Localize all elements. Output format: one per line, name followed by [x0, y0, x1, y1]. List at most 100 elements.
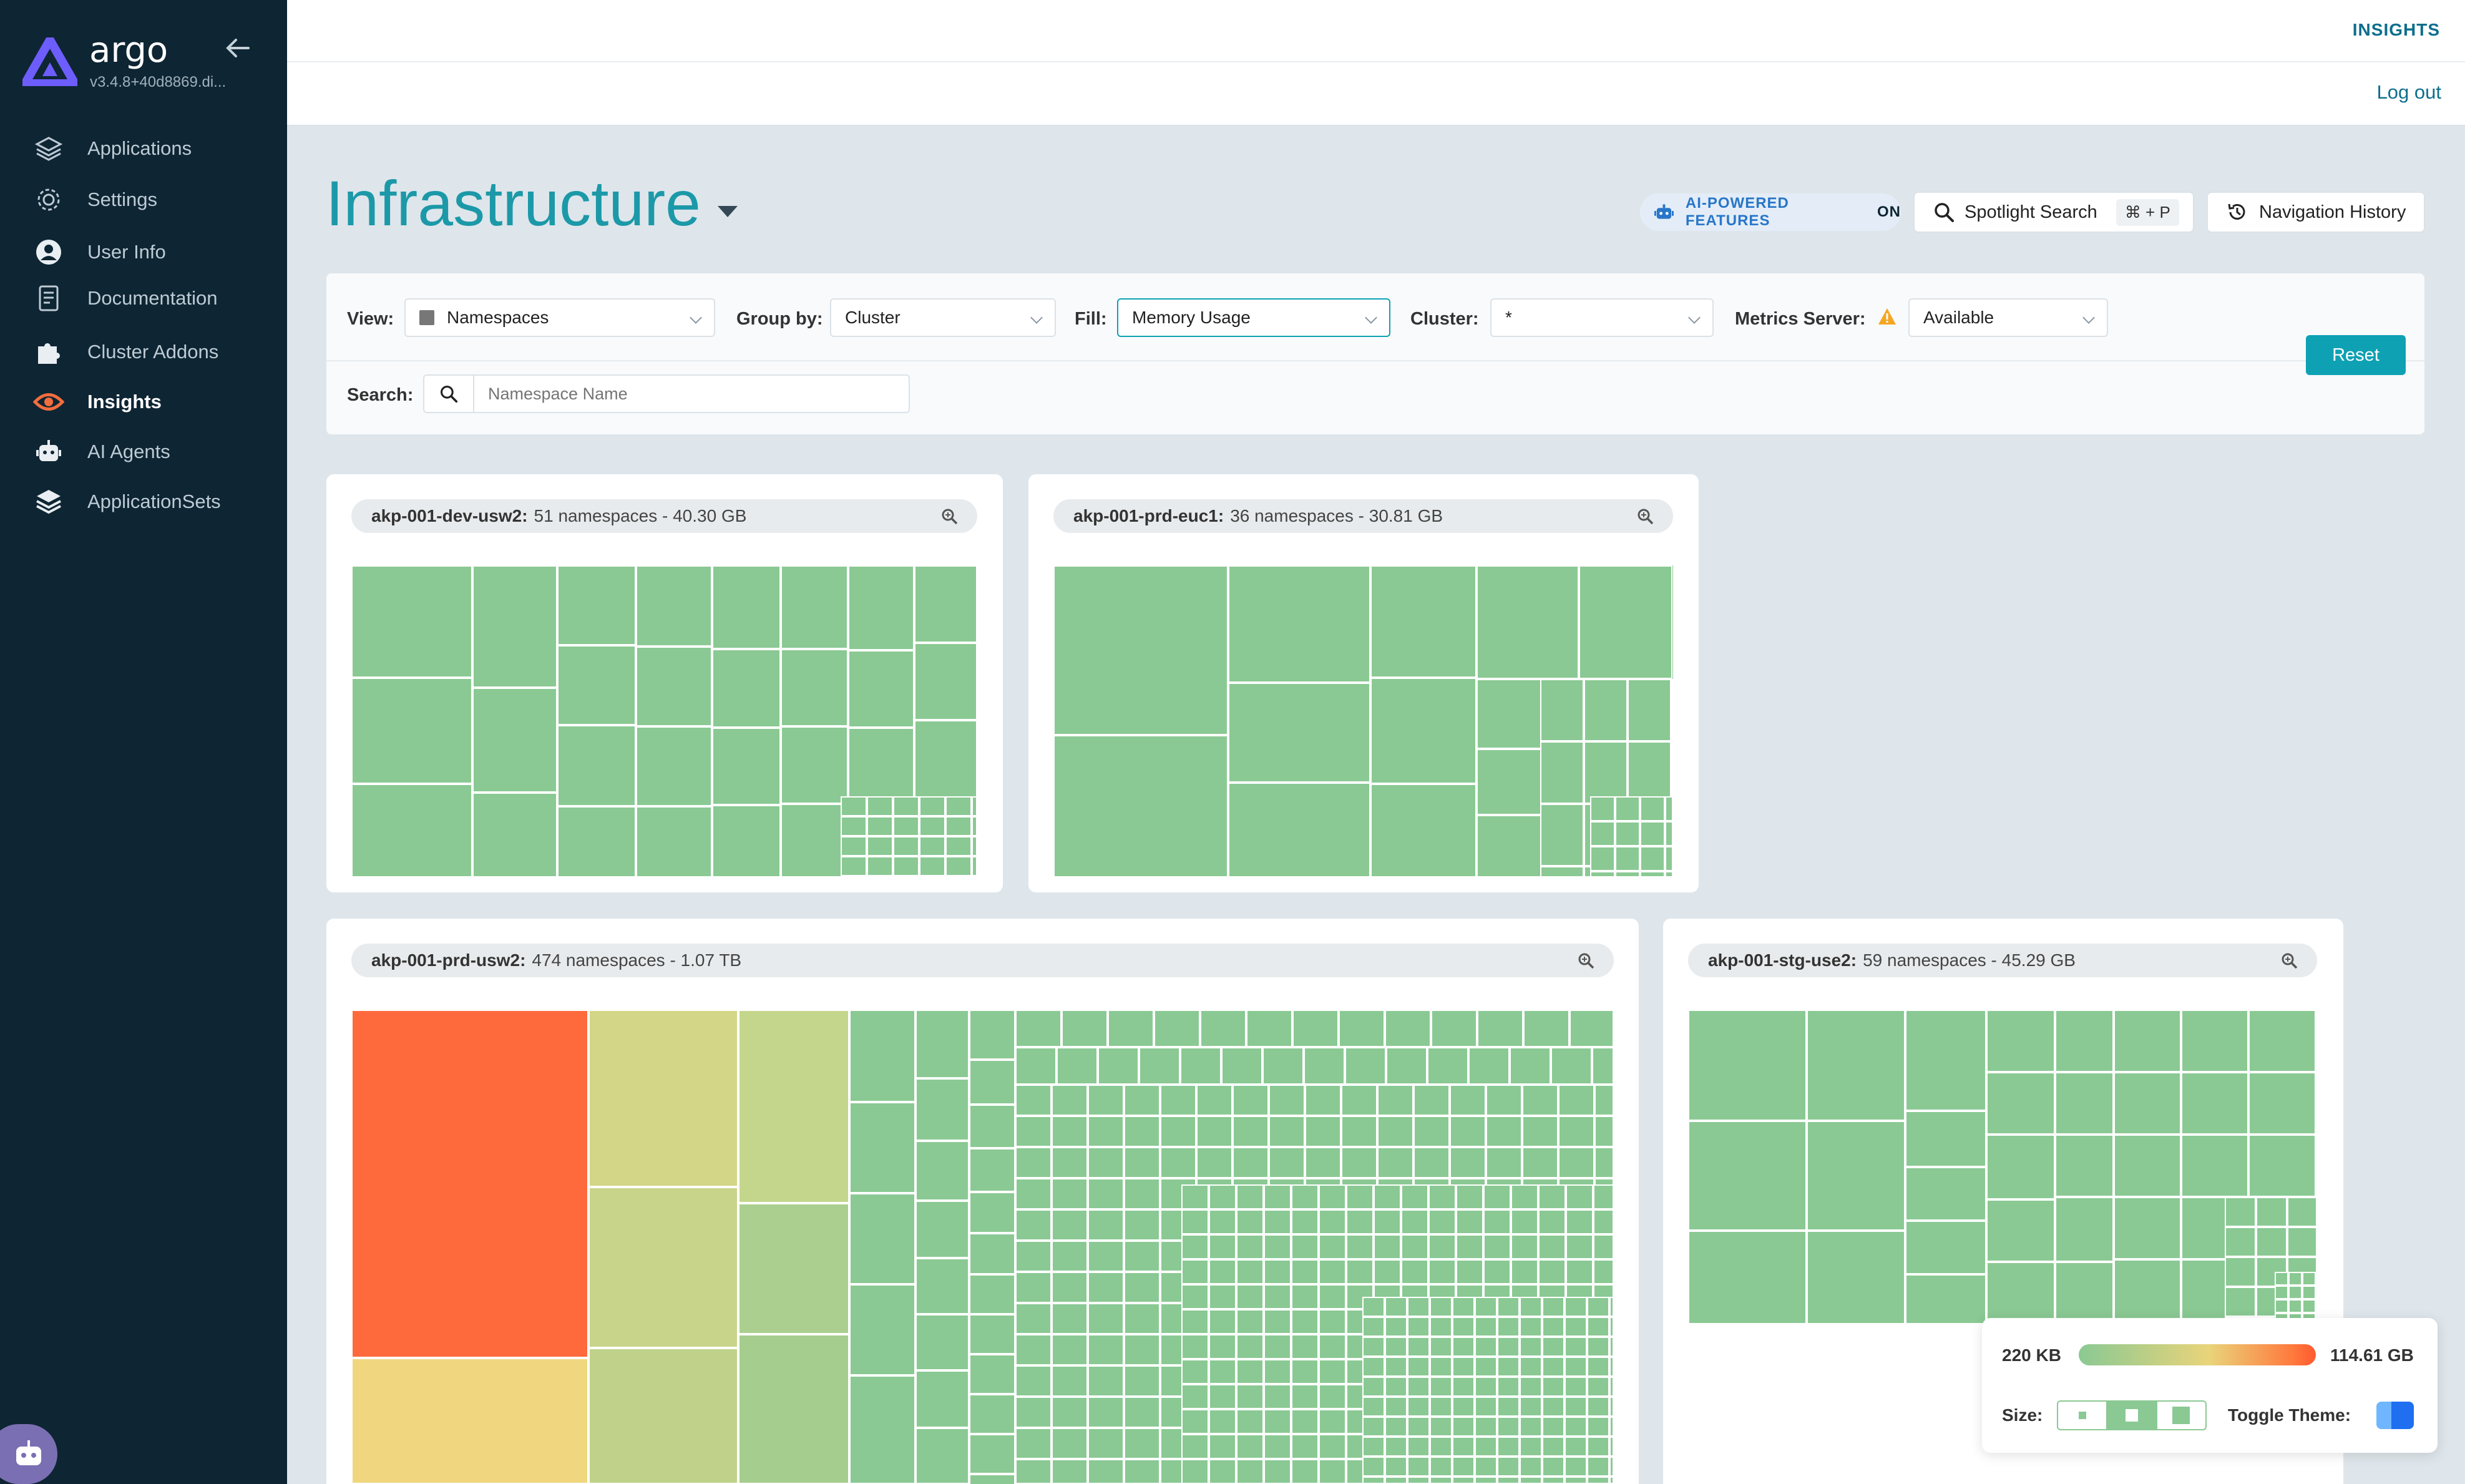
namespace-tile[interactable]: [351, 784, 472, 877]
namespace-tile[interactable]: [1542, 1317, 1564, 1337]
namespace-tile[interactable]: [1228, 683, 1370, 783]
namespace-tile[interactable]: [1430, 1417, 1452, 1437]
cluster-select[interactable]: *: [1490, 298, 1714, 337]
namespace-tile[interactable]: [1305, 1085, 1341, 1116]
sidebar-item-documentation[interactable]: Documentation: [32, 280, 218, 317]
namespace-tile[interactable]: [781, 804, 848, 877]
namespace-tile[interactable]: [1407, 1417, 1430, 1437]
namespace-tile[interactable]: [1590, 846, 1615, 871]
namespace-tile[interactable]: [945, 836, 972, 856]
namespace-tile[interactable]: [1520, 1377, 1542, 1397]
namespace-tile[interactable]: [1590, 796, 1615, 821]
namespace-tile[interactable]: [1497, 1437, 1520, 1457]
sidebar-item-insights[interactable]: Insights: [32, 383, 162, 421]
namespace-tile[interactable]: [1088, 1365, 1124, 1397]
namespace-tile[interactable]: [2302, 1272, 2316, 1286]
namespace-tile[interactable]: [557, 806, 636, 877]
namespace-tile[interactable]: [1124, 1334, 1160, 1365]
namespace-tile[interactable]: [1291, 1184, 1319, 1209]
namespace-tile[interactable]: [1015, 1147, 1052, 1178]
namespace-tile[interactable]: [351, 1010, 588, 1358]
namespace-tile[interactable]: [1475, 1297, 1497, 1317]
namespace-tile[interactable]: [1386, 1047, 1427, 1085]
namespace-tile[interactable]: [1209, 1209, 1236, 1234]
ai-features-badge[interactable]: AI-POWERED FEATURES ON: [1640, 193, 1901, 231]
namespace-tile[interactable]: [1497, 1317, 1520, 1337]
namespace-tile[interactable]: [1052, 1397, 1088, 1428]
namespace-tile[interactable]: [1542, 1417, 1564, 1437]
cluster-header[interactable]: akp-001-prd-euc1: 36 namespaces - 30.81 …: [1053, 499, 1673, 533]
namespace-tile[interactable]: [1593, 1209, 1614, 1234]
namespace-tile[interactable]: [1587, 1397, 1609, 1417]
namespace-tile[interactable]: [1511, 1259, 1538, 1284]
namespace-tile[interactable]: [1236, 1459, 1264, 1484]
namespace-tile[interactable]: [1209, 1384, 1236, 1409]
namespace-tile[interactable]: [1139, 1047, 1180, 1085]
namespace-tile[interactable]: [1538, 1209, 1566, 1234]
namespace-tile[interactable]: [1628, 679, 1671, 741]
namespace-tile[interactable]: [1665, 821, 1673, 846]
namespace-tile[interactable]: [1594, 1085, 1614, 1116]
namespace-tile[interactable]: [893, 836, 919, 856]
namespace-tile[interactable]: [1407, 1437, 1430, 1457]
namespace-tile[interactable]: [1401, 1259, 1428, 1284]
namespace-tile[interactable]: [781, 649, 848, 726]
namespace-tile[interactable]: [1688, 1121, 1807, 1231]
namespace-tile[interactable]: [1291, 1384, 1319, 1409]
namespace-tile[interactable]: [712, 805, 781, 877]
namespace-tile[interactable]: [969, 1434, 1015, 1474]
namespace-tile[interactable]: [1236, 1384, 1264, 1409]
namespace-tile[interactable]: [1564, 1377, 1587, 1397]
namespace-tile[interactable]: [1566, 1184, 1593, 1209]
namespace-tile[interactable]: [1209, 1359, 1236, 1384]
namespace-tile[interactable]: [1362, 1457, 1385, 1477]
namespace-tile[interactable]: [1291, 1334, 1319, 1359]
namespace-tile[interactable]: [972, 876, 977, 877]
namespace-tile[interactable]: [472, 688, 557, 793]
namespace-tile[interactable]: [1538, 1259, 1566, 1284]
title-dropdown-icon[interactable]: [718, 206, 738, 217]
namespace-tile[interactable]: [969, 1060, 1015, 1105]
reset-button[interactable]: Reset: [2306, 335, 2406, 375]
namespace-tile[interactable]: [1319, 1384, 1346, 1409]
namespace-tile[interactable]: [1181, 1284, 1209, 1309]
namespace-tile[interactable]: [351, 565, 472, 678]
namespace-tile[interactable]: [2275, 1286, 2288, 1299]
namespace-tile[interactable]: [1124, 1272, 1160, 1303]
namespace-tile[interactable]: [1665, 871, 1673, 877]
namespace-tile[interactable]: [1264, 1234, 1291, 1259]
namespace-tile[interactable]: [867, 816, 893, 836]
namespace-tile[interactable]: [1264, 1334, 1291, 1359]
namespace-tile[interactable]: [1905, 1221, 1986, 1274]
zoom-icon[interactable]: [1578, 952, 1595, 970]
namespace-tile[interactable]: [1362, 1417, 1385, 1437]
namespace-tile[interactable]: [1319, 1284, 1346, 1309]
namespace-tile[interactable]: [848, 728, 914, 804]
namespace-tile[interactable]: [1377, 1116, 1413, 1147]
namespace-tile[interactable]: [1374, 1234, 1401, 1259]
namespace-tile[interactable]: [1291, 1409, 1319, 1434]
insights-link[interactable]: INSIGHTS: [2352, 20, 2440, 39]
namespace-tile[interactable]: [1088, 1459, 1124, 1484]
namespace-tile[interactable]: [1052, 1116, 1088, 1147]
namespace-tile[interactable]: [1181, 1184, 1209, 1209]
namespace-tile[interactable]: [1124, 1209, 1160, 1241]
namespace-tile[interactable]: [557, 645, 636, 725]
namespace-tile[interactable]: [1015, 1085, 1052, 1116]
namespace-tile[interactable]: [915, 1201, 969, 1258]
sidebar-item-applicationsets[interactable]: ApplicationSets: [32, 483, 221, 520]
namespace-tile[interactable]: [945, 856, 972, 876]
namespace-tile[interactable]: [1590, 821, 1615, 846]
namespace-tile[interactable]: [1593, 1184, 1614, 1209]
namespace-tile[interactable]: [2316, 1010, 2317, 1072]
namespace-tile[interactable]: [1587, 1337, 1609, 1357]
namespace-tile[interactable]: [1124, 1459, 1160, 1484]
namespace-tile[interactable]: [2316, 1272, 2317, 1286]
namespace-tile[interactable]: [1319, 1259, 1346, 1284]
namespace-tile[interactable]: [1540, 804, 1584, 866]
namespace-tile[interactable]: [893, 816, 919, 836]
namespace-tile[interactable]: [915, 1370, 969, 1428]
namespace-tile[interactable]: [1477, 565, 1579, 679]
namespace-tile[interactable]: [2055, 1135, 2114, 1197]
size-large-option[interactable]: [2157, 1402, 2205, 1429]
